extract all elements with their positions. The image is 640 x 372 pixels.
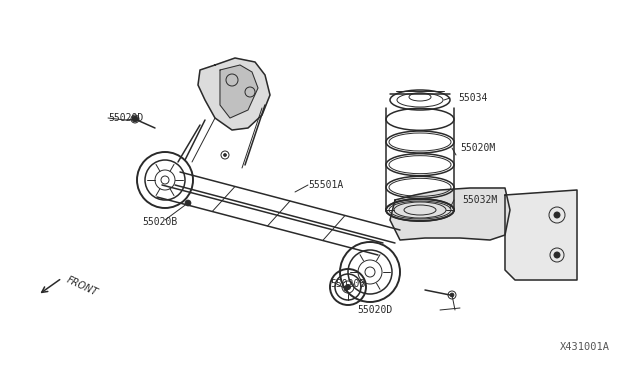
Text: 55501A: 55501A (308, 180, 343, 190)
Text: FRONT: FRONT (65, 275, 99, 298)
Text: 55020D: 55020D (357, 305, 392, 315)
Text: 55020M: 55020M (460, 143, 495, 153)
Circle shape (344, 287, 348, 291)
Circle shape (554, 252, 560, 258)
Polygon shape (220, 65, 258, 118)
Circle shape (554, 212, 560, 218)
Circle shape (133, 117, 137, 121)
Text: X431001A: X431001A (560, 342, 610, 352)
Polygon shape (198, 58, 270, 130)
Text: 55020D: 55020D (108, 113, 143, 123)
Circle shape (185, 200, 191, 206)
Circle shape (132, 116, 138, 122)
Text: 55034: 55034 (458, 93, 488, 103)
Circle shape (450, 293, 454, 297)
Polygon shape (390, 188, 510, 240)
Text: 55020B: 55020B (142, 217, 177, 227)
Circle shape (223, 154, 227, 157)
Polygon shape (505, 190, 577, 280)
Text: 55032M: 55032M (462, 195, 497, 205)
Text: 55020B: 55020B (330, 279, 365, 289)
Circle shape (346, 285, 351, 289)
